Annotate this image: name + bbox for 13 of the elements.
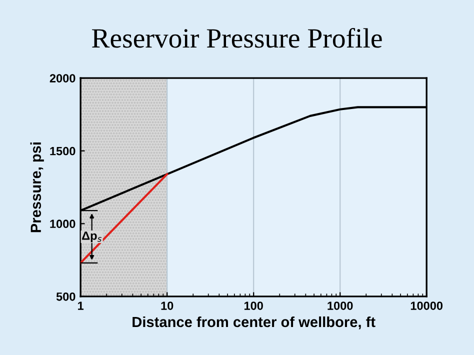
y-tick-label: 1500 bbox=[50, 146, 76, 156]
x-tick-label: 100 bbox=[244, 302, 263, 310]
y-tick-label: 500 bbox=[56, 292, 76, 301]
y-tick-label: 2000 bbox=[50, 74, 76, 82]
x-tick-label: 1 bbox=[78, 302, 84, 310]
chart-title: Reservoir Pressure Profile bbox=[92, 28, 382, 48]
x-tick-label: 10000 bbox=[410, 302, 443, 310]
y-tick-label: 1000 bbox=[50, 220, 76, 228]
x-axis-title: Distance from center of wellbore, ft bbox=[132, 316, 376, 330]
annotation: Δp$_{s}$ bbox=[82, 232, 102, 242]
y-axis-title: Pressure, psi bbox=[30, 142, 44, 232]
x-tick-label: 10 bbox=[161, 302, 174, 310]
x-tick-label: 1000 bbox=[328, 302, 353, 310]
